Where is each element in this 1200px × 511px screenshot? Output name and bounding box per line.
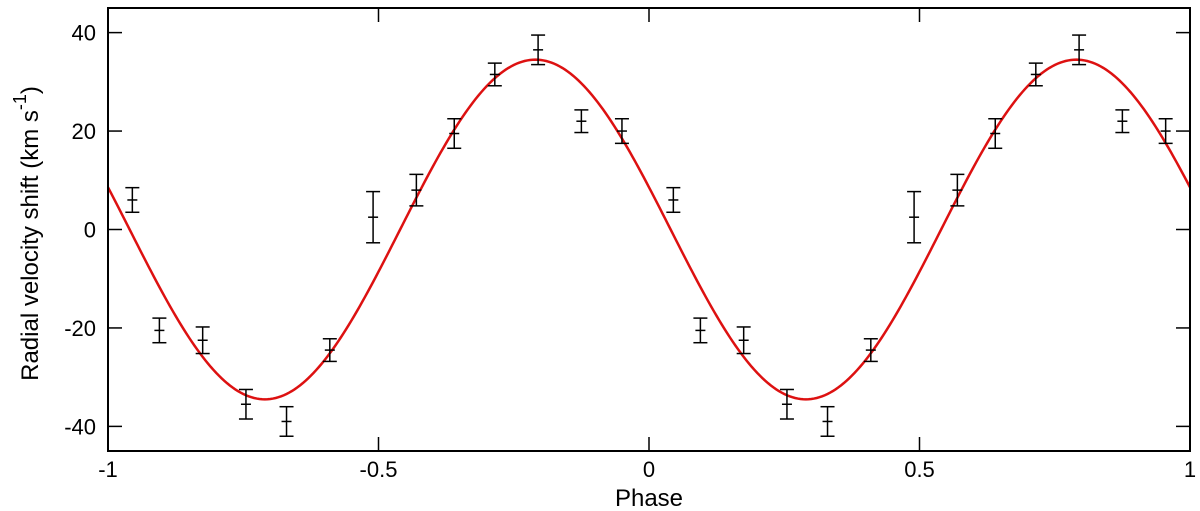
- data-point: [988, 118, 1003, 150]
- ticks-layer: -1 -0.5 0 0.5 1 -40 -20 0 20 40: [64, 8, 1196, 482]
- data-point: [322, 338, 337, 363]
- y-axis-title-superscript: -1: [10, 94, 30, 110]
- y-tick-label: 20: [72, 119, 96, 144]
- x-tick-label: 0: [643, 457, 655, 482]
- y-axis-title: Radial velocity shift (km s-1): [10, 86, 44, 381]
- y-tick-label: -20: [64, 316, 96, 341]
- y-tick-label: 0: [84, 218, 96, 243]
- x-tick-label: -0.5: [360, 457, 398, 482]
- plot-frame: [107, 7, 1191, 452]
- data-point: [736, 326, 751, 355]
- data-point: [447, 118, 462, 150]
- data-point: [1028, 62, 1043, 87]
- data-point: [907, 190, 922, 244]
- data-point: [693, 317, 708, 344]
- y-tick-label: -40: [64, 414, 96, 439]
- data-point: [614, 118, 629, 145]
- y-tick-label: 40: [72, 21, 96, 46]
- data-points-layer: [125, 34, 1173, 437]
- data-point: [863, 338, 878, 363]
- data-point: [195, 326, 210, 355]
- data-point: [779, 388, 794, 420]
- x-axis-title: Phase: [615, 485, 683, 511]
- data-point: [152, 317, 167, 344]
- data-point: [487, 62, 502, 87]
- data-point: [574, 109, 589, 134]
- data-point: [1072, 34, 1087, 66]
- data-point: [950, 173, 965, 207]
- data-point: [1158, 118, 1173, 145]
- y-axis-title-main: Radial velocity shift (km s: [17, 110, 44, 381]
- data-point: [409, 173, 424, 207]
- y-axis-title-text: Radial velocity shift (km s-1): [10, 86, 44, 381]
- sinusoid-fit-line: [106, 58, 1192, 401]
- x-tick-label: -1: [98, 457, 118, 482]
- data-point: [1115, 109, 1130, 134]
- data-point: [125, 186, 140, 214]
- data-point: [366, 190, 381, 244]
- y-axis-title-close: ): [17, 86, 44, 94]
- data-point: [820, 405, 835, 437]
- data-point: [279, 405, 294, 437]
- x-tick-label: 0.5: [904, 457, 935, 482]
- fit-curve-layer: [106, 58, 1192, 401]
- x-tick-label: 1: [1184, 457, 1196, 482]
- data-point: [531, 34, 546, 66]
- data-point: [238, 388, 253, 420]
- data-point: [666, 186, 681, 214]
